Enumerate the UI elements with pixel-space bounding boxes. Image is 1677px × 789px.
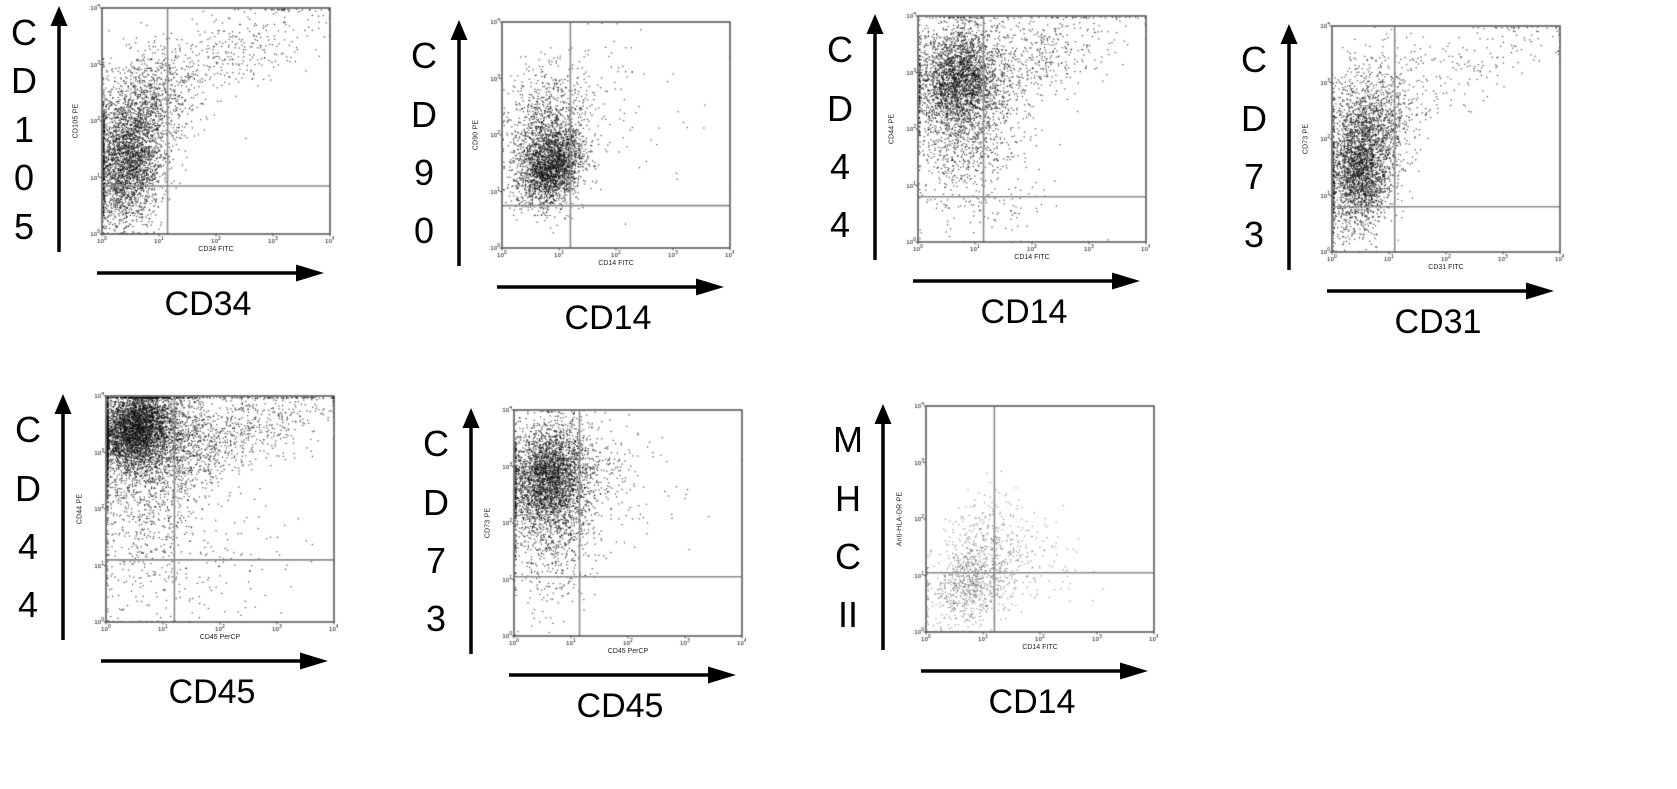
x-axis-marker-label: CD14 xyxy=(988,683,1076,721)
x-axis-arrow-icon xyxy=(1327,282,1554,300)
panel-cd90-vs-cd14: C D 9 0 CD90 PE CD14 FITC CD14 xyxy=(402,18,734,340)
scatter-plot-canvas xyxy=(898,12,1150,264)
scatter-plot-canvas xyxy=(1312,22,1564,274)
x-axis-reagent-label: CD14 FITC xyxy=(598,260,634,267)
x-axis-reagent-label: CD14 FITC xyxy=(1014,254,1050,261)
y-axis-reagent-label: Anti-HLA-DR PE xyxy=(896,491,904,547)
y-axis-reagent-label: CD73 PE xyxy=(484,507,492,539)
y-axis-arrow-icon xyxy=(866,14,884,260)
panel-mhcii-vs-cd14: M H C II Anti-HLA-DR PE CD14 FITC CD14 xyxy=(826,402,1158,724)
panel-cd105-vs-cd34: C D 1 0 5 CD105 PE CD34 FITC CD34 xyxy=(2,4,334,326)
scatter-plot-canvas xyxy=(82,4,334,256)
y-axis-reagent-label: CD73 PE xyxy=(1302,123,1310,155)
scatter-plot-canvas xyxy=(86,392,338,644)
x-axis-arrow-icon xyxy=(921,662,1148,680)
x-axis-reagent-label: CD34 FITC xyxy=(198,246,234,253)
x-axis-reagent-label: CD31 FITC xyxy=(1428,264,1464,271)
scatter-plot-canvas xyxy=(494,406,746,658)
x-axis-marker-label: CD31 xyxy=(1394,303,1482,341)
y-axis-reagent-label: CD44 PE xyxy=(888,113,896,145)
x-axis-reagent-label: CD14 FITC xyxy=(1022,644,1058,651)
x-axis-arrow-icon xyxy=(913,272,1140,290)
x-axis-marker-label: CD14 xyxy=(980,293,1068,331)
panel-cd44-vs-cd14: C D 4 4 CD44 PE CD14 FITC CD14 xyxy=(818,12,1150,334)
x-axis-marker-label: CD14 xyxy=(564,299,652,337)
x-axis-arrow-icon xyxy=(101,652,328,670)
y-axis-arrow-icon xyxy=(874,404,892,650)
y-axis-arrow-icon xyxy=(50,6,68,252)
y-axis-marker-label: C D 9 0 xyxy=(411,35,437,252)
y-axis-arrow-icon xyxy=(450,20,468,266)
panel-cd73-vs-cd45: C D 7 3 CD73 PE CD45 PerCP CD45 xyxy=(414,406,746,728)
panel-cd73-vs-cd31: C D 7 3 CD73 PE CD31 FITC CD31 xyxy=(1232,22,1564,344)
y-axis-marker-label: M H C II xyxy=(833,419,863,636)
y-axis-arrow-icon xyxy=(462,408,480,654)
y-axis-marker-label: C D 7 3 xyxy=(423,423,449,640)
x-axis-arrow-icon xyxy=(97,264,324,282)
x-axis-marker-label: CD34 xyxy=(164,285,252,323)
scatter-plot-canvas xyxy=(482,18,734,270)
y-axis-marker-label: C D 4 4 xyxy=(15,409,41,626)
x-axis-marker-label: CD45 xyxy=(168,673,256,711)
x-axis-marker-label: CD45 xyxy=(576,687,664,725)
y-axis-arrow-icon xyxy=(1280,24,1298,270)
panel-cd44-vs-cd45: C D 4 4 CD44 PE CD45 PerCP CD45 xyxy=(6,392,338,714)
scatter-plot-canvas xyxy=(906,402,1158,654)
y-axis-marker-label: C D 1 0 5 xyxy=(11,11,37,247)
y-axis-reagent-label: CD44 PE xyxy=(76,493,84,525)
y-axis-reagent-label: CD90 PE xyxy=(472,119,480,151)
x-axis-arrow-icon xyxy=(509,666,736,684)
x-axis-arrow-icon xyxy=(497,278,724,296)
y-axis-marker-label: C D 4 4 xyxy=(827,29,853,246)
y-axis-marker-label: C D 7 3 xyxy=(1241,39,1267,256)
x-axis-reagent-label: CD45 PerCP xyxy=(607,648,649,655)
y-axis-reagent-label: CD105 PE xyxy=(72,103,80,139)
y-axis-arrow-icon xyxy=(54,394,72,640)
x-axis-reagent-label: CD45 PerCP xyxy=(199,634,241,641)
